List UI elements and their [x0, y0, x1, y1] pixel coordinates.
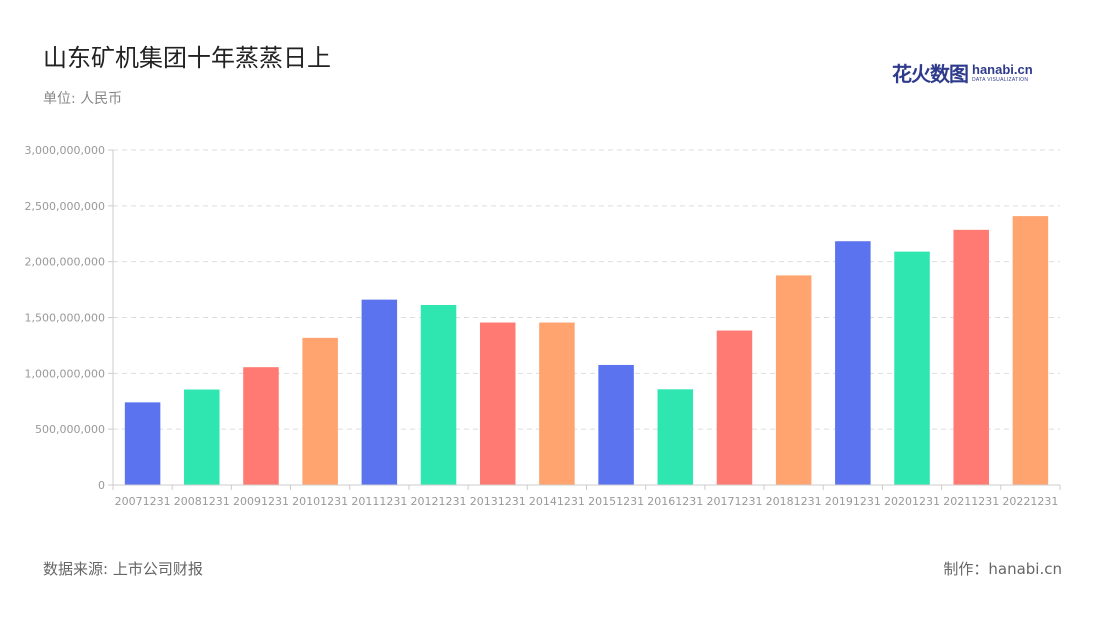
y-tick-label: 500,000,000 — [35, 423, 105, 436]
x-tick-label: 20161231 — [647, 495, 703, 508]
x-tick-label: 20141231 — [529, 495, 585, 508]
bar-20141231[interactable] — [539, 322, 575, 485]
logo-sub-text: DATA VISUALIZATION — [972, 76, 1029, 83]
bar-20121231[interactable] — [420, 304, 457, 485]
x-tick-label: 20121231 — [411, 495, 467, 508]
bar-20101231[interactable] — [302, 337, 338, 485]
x-tick-label: 20071231 — [115, 495, 171, 508]
logo-en-text: hanabi.cn — [972, 61, 1033, 77]
y-tick-label: 3,000,000,000 — [25, 144, 105, 157]
bar-20071231[interactable] — [124, 402, 161, 485]
x-tick-label: 20111231 — [351, 495, 407, 508]
x-tick-label: 20101231 — [292, 495, 348, 508]
x-tick-label: 20201231 — [884, 495, 940, 508]
chart-title: 山东矿机集团十年蒸蒸日上 — [43, 44, 331, 72]
credit-label: 制作：hanabi.cn — [943, 560, 1062, 578]
y-tick-label: 1,500,000,000 — [25, 312, 105, 325]
y-tick-label: 1,000,000,000 — [25, 367, 105, 380]
bar-20151231[interactable] — [598, 364, 634, 485]
x-tick-label: 20181231 — [766, 495, 822, 508]
bar-20091231[interactable] — [243, 367, 279, 485]
logo-en-block: hanabi.cn DATA VISUALIZATION — [972, 63, 1033, 83]
bar-20111231[interactable] — [361, 299, 398, 485]
x-tick-label: 20081231 — [174, 495, 230, 508]
x-tick-label: 20171231 — [706, 495, 762, 508]
x-tick-label: 20221231 — [1002, 495, 1058, 508]
bars — [124, 216, 1049, 485]
y-tick-label: 2,500,000,000 — [25, 200, 105, 213]
bar-20131231[interactable] — [479, 322, 516, 485]
bar-20191231[interactable] — [835, 241, 871, 485]
bar-20171231[interactable] — [716, 330, 753, 485]
y-tick-label: 2,000,000,000 — [25, 256, 105, 269]
x-tick-label: 20131231 — [470, 495, 526, 508]
bar-20161231[interactable] — [657, 389, 694, 485]
x-tick-label: 20191231 — [825, 495, 881, 508]
x-tick-label: 20091231 — [233, 495, 289, 508]
y-tick-label: 0 — [98, 479, 105, 492]
bar-20201231[interactable] — [894, 251, 930, 485]
data-source: 数据来源: 上市公司财报 — [43, 560, 203, 578]
x-tick-label: 20211231 — [943, 495, 999, 508]
x-tick-label: 20151231 — [588, 495, 644, 508]
brand-logo: 花火数图 hanabi.cn DATA VISUALIZATION — [892, 58, 1033, 87]
bar-20221231[interactable] — [1012, 216, 1049, 485]
logo-cn-text: 花火数图 — [892, 62, 969, 86]
y-axis: 0 500,000,000 1,000,000,000 1,500,000,000 2,… — [25, 144, 114, 492]
bar-20181231[interactable] — [775, 275, 812, 485]
x-axis: 20071231 20081231 20091231 20101231 20111231… — [112, 484, 1061, 508]
unit-label: 单位: 人民币 — [43, 91, 123, 107]
bar-20211231[interactable] — [953, 229, 989, 485]
bar-20081231[interactable] — [184, 389, 220, 485]
